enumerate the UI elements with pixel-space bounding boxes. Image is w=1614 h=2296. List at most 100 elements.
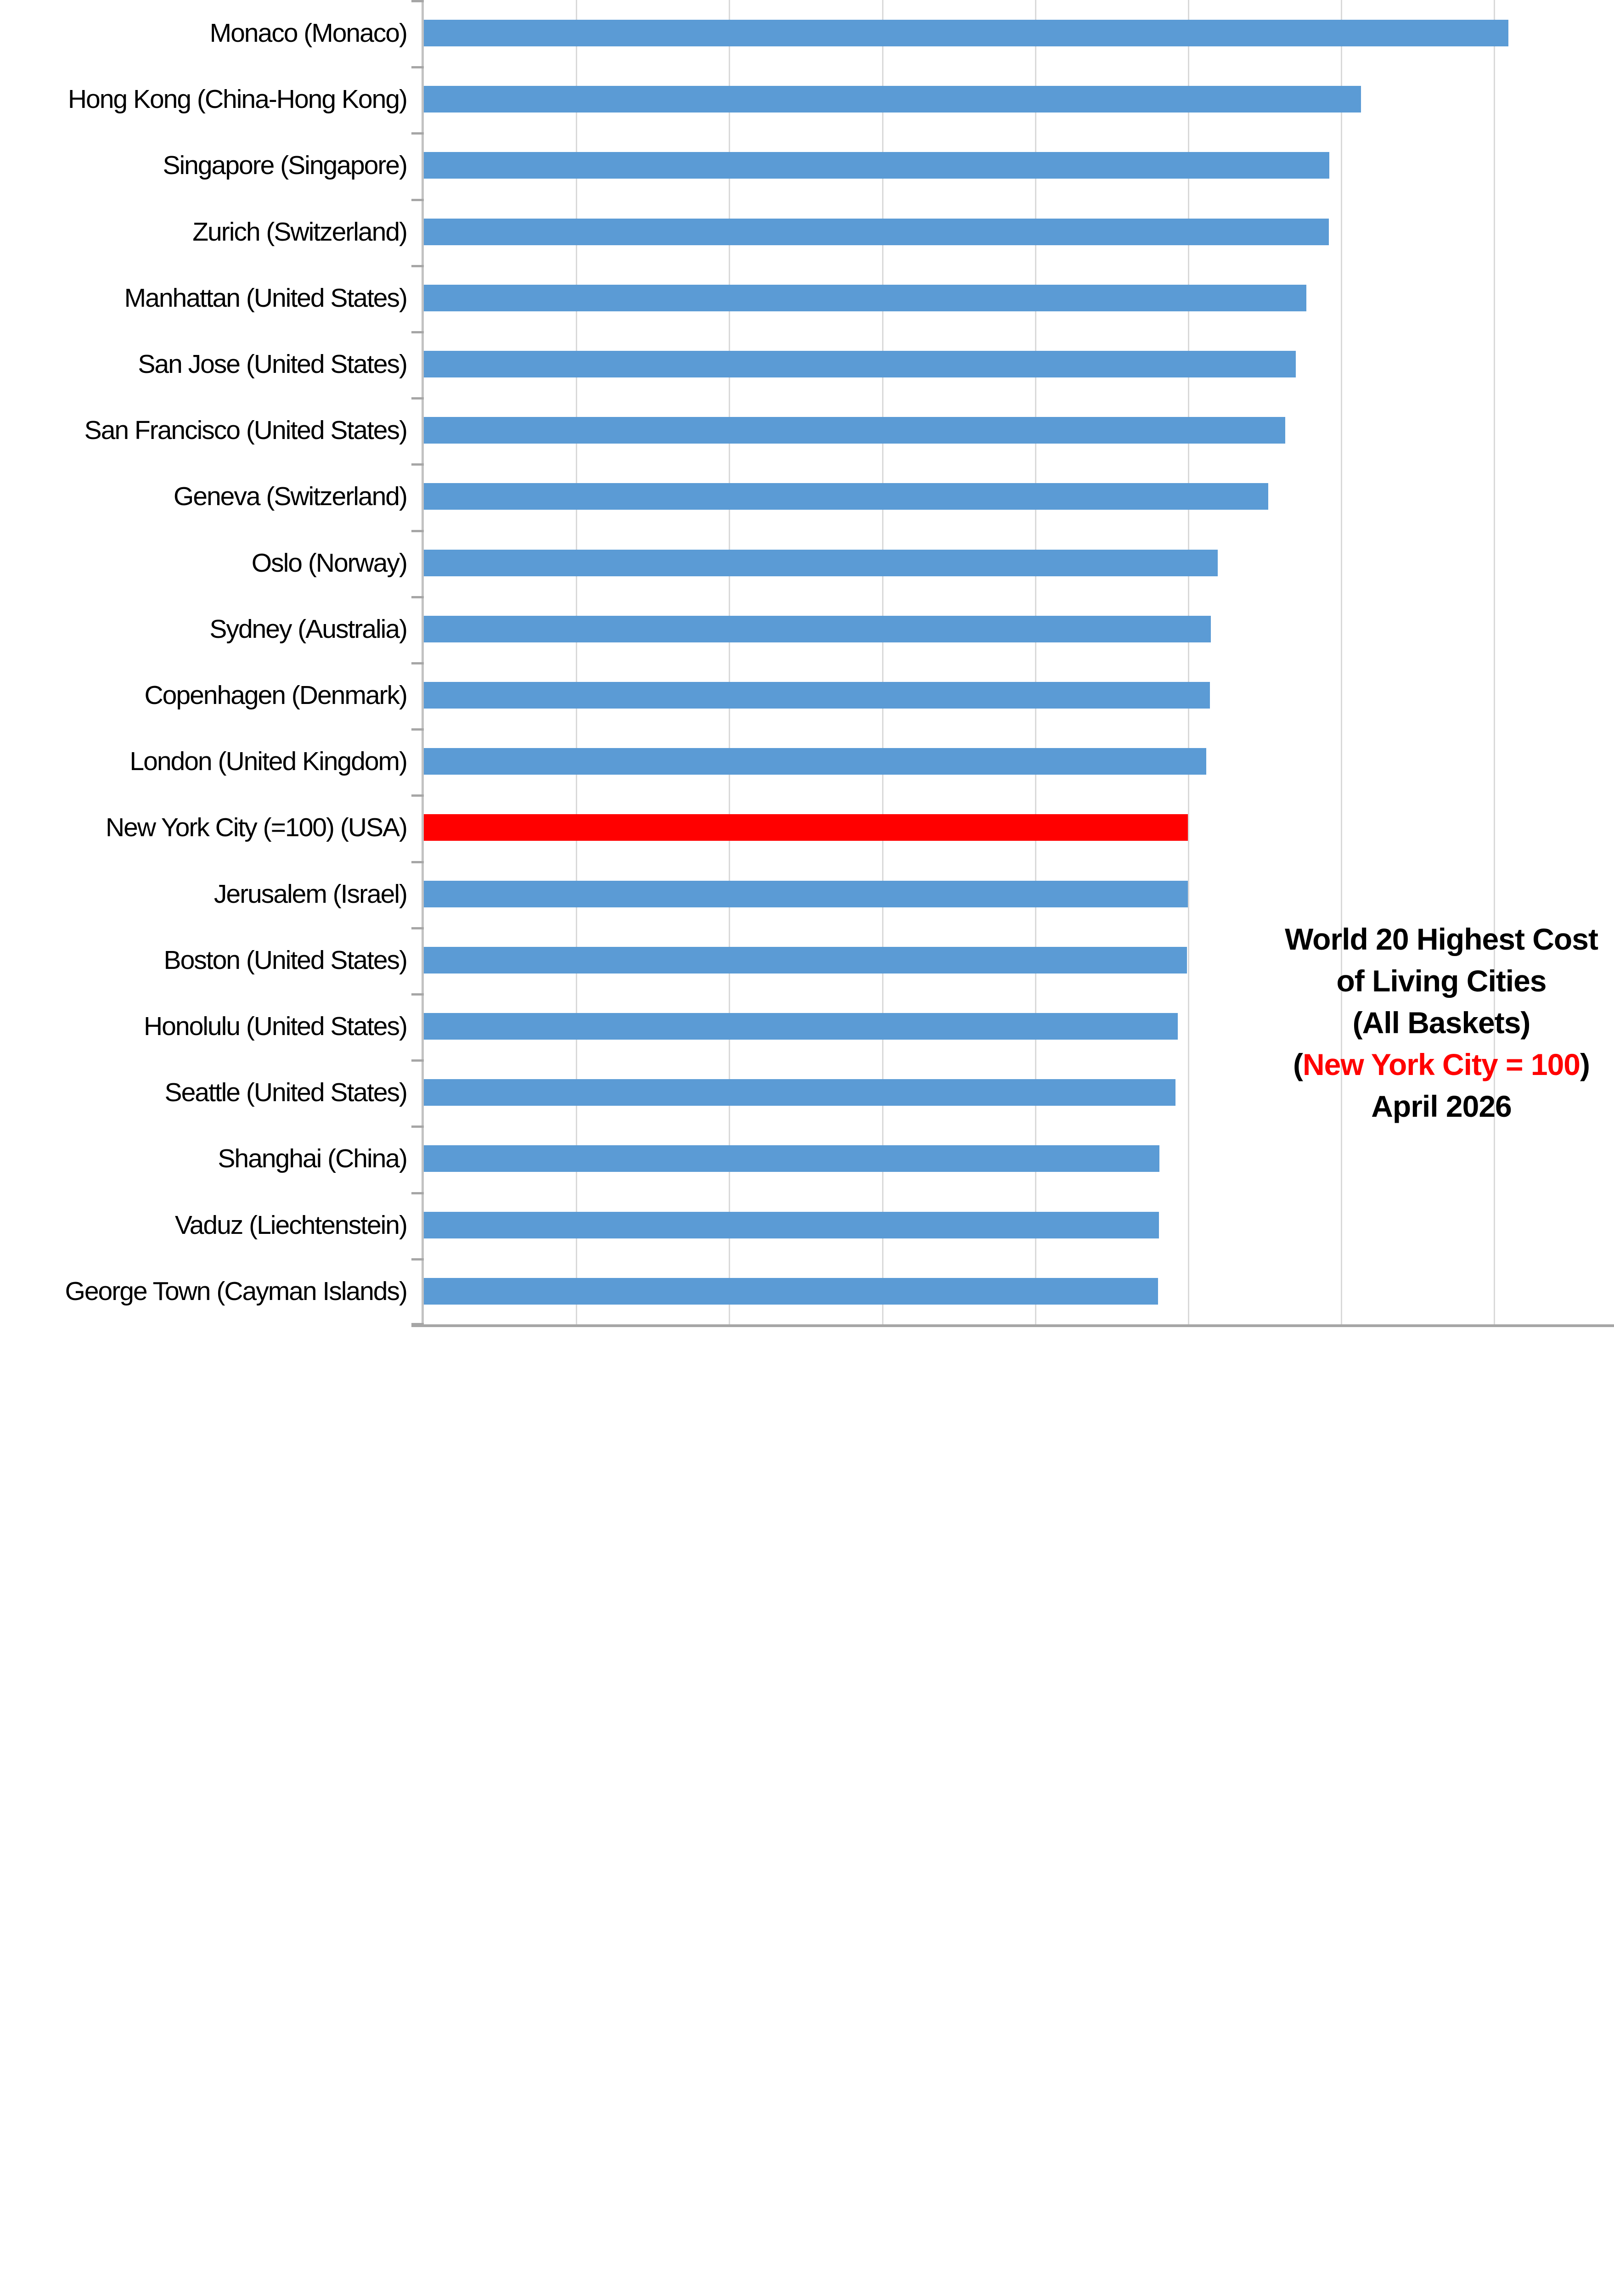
bar xyxy=(423,152,1329,179)
category-label: Honolulu (United States) xyxy=(144,1012,408,1041)
y-axis-tick xyxy=(411,265,424,267)
chart-row: Zurich (Switzerland) xyxy=(0,199,1614,265)
bar xyxy=(423,1013,1178,1040)
gridline-140 xyxy=(1494,0,1496,1324)
chart-title-line-3: (All Baskets) xyxy=(1352,1006,1531,1040)
category-label: Singapore (Singapore) xyxy=(163,151,408,180)
chart-title-line-1: World 20 Highest Cost xyxy=(1285,922,1598,956)
bar xyxy=(423,1145,1159,1172)
chart-row: Manhattan (United States) xyxy=(0,265,1614,331)
chart-row: San Jose (United States) xyxy=(0,331,1614,397)
category-label: San Jose (United States) xyxy=(138,349,408,379)
bar xyxy=(423,219,1329,245)
y-axis-tick xyxy=(411,993,424,996)
category-label: Oslo (Norway) xyxy=(251,548,408,578)
gridline-20 xyxy=(576,0,578,1324)
y-axis-tick xyxy=(411,199,424,201)
gridline-60 xyxy=(882,0,883,1324)
chart-row: Sydney (Australia) xyxy=(0,596,1614,662)
y-axis-tick xyxy=(411,530,424,532)
gridline-120 xyxy=(1341,0,1343,1324)
chart-row: Geneva (Switzerland) xyxy=(0,463,1614,529)
chart-row: London (United Kingdom) xyxy=(0,728,1614,794)
bar-highlight xyxy=(423,814,1188,841)
y-axis-tick xyxy=(411,1125,424,1128)
chart-row: Shanghai (China) xyxy=(0,1125,1614,1192)
y-axis-tick xyxy=(411,132,424,135)
category-label: Sydney (Australia) xyxy=(209,614,408,644)
bar xyxy=(423,285,1306,311)
category-label: George Town (Cayman Islands) xyxy=(65,1277,408,1306)
y-axis-tick xyxy=(411,596,424,598)
bar xyxy=(423,417,1285,444)
paren-close: ) xyxy=(1580,1047,1590,1081)
bar xyxy=(423,682,1210,709)
chart-row: Jerusalem (Israel) xyxy=(0,861,1614,927)
y-axis-tick xyxy=(411,861,424,863)
category-label: Vaduz (Liechtenstein) xyxy=(174,1210,408,1240)
chart-row: Honolulu (United States) xyxy=(0,993,1614,1059)
chart-row: Hong Kong (China-Hong Kong) xyxy=(0,66,1614,132)
y-axis-tick xyxy=(411,927,424,929)
category-label: New York City (=100) (USA) xyxy=(106,813,408,842)
bar xyxy=(423,1212,1159,1238)
category-label: Hong Kong (China-Hong Kong) xyxy=(67,84,408,114)
plot-area: Monaco (Monaco) Hong Kong (China-Hong Kon… xyxy=(0,0,1614,1327)
chart-row: New York City (=100) (USA) xyxy=(0,794,1614,861)
category-label: Zurich (Switzerland) xyxy=(192,217,408,247)
chart-row: Vaduz (Liechtenstein) xyxy=(0,1192,1614,1258)
bar xyxy=(423,1278,1158,1305)
chart-title-line-2: of Living Cities xyxy=(1336,964,1547,998)
y-axis-tick xyxy=(411,1258,424,1261)
category-label: Monaco (Monaco) xyxy=(209,18,408,48)
category-label: San Francisco (United States) xyxy=(84,416,408,445)
category-label: Seattle (United States) xyxy=(164,1078,408,1107)
chart-title-line-4: (New York City = 100) xyxy=(1250,1044,1614,1086)
category-label: Geneva (Switzerland) xyxy=(173,482,408,511)
chart-row: Monaco (Monaco) xyxy=(0,0,1614,66)
chart-row: Boston (United States) xyxy=(0,927,1614,993)
category-label: Boston (United States) xyxy=(163,945,408,975)
y-axis-tick xyxy=(411,1323,424,1325)
chart-row: Seattle (United States) xyxy=(0,1059,1614,1125)
chart-row: Oslo (Norway) xyxy=(0,530,1614,596)
chart-row: Copenhagen (Denmark) xyxy=(0,662,1614,728)
bar xyxy=(423,1079,1175,1106)
y-axis-tick xyxy=(411,397,424,400)
y-axis-tick xyxy=(411,66,424,68)
gridline-40 xyxy=(729,0,731,1324)
cost-of-living-bar-chart: Monaco (Monaco) Hong Kong (China-Hong Kon… xyxy=(0,0,1614,1327)
chart-row: Singapore (Singapore) xyxy=(0,132,1614,198)
y-axis-tick xyxy=(411,1059,424,1062)
gridline-100 xyxy=(1188,0,1190,1324)
chart-row: George Town (Cayman Islands) xyxy=(0,1258,1614,1324)
chart-title-red-text: New York City = 100 xyxy=(1302,1047,1580,1081)
bar xyxy=(423,616,1211,642)
y-axis-tick xyxy=(411,728,424,731)
category-label: Jerusalem (Israel) xyxy=(214,879,408,909)
bar xyxy=(423,881,1188,907)
y-axis-tick xyxy=(411,1192,424,1194)
gridline-80 xyxy=(1035,0,1036,1324)
x-axis-line xyxy=(411,1324,1614,1327)
bar xyxy=(423,748,1206,775)
xpatulator-logo: X patulator Cost of Living xyxy=(1175,1148,1614,1304)
category-label: Copenhagen (Denmark) xyxy=(144,681,408,710)
category-label: London (United Kingdom) xyxy=(129,747,408,776)
y-axis-tick xyxy=(411,331,424,333)
y-axis-tick xyxy=(411,463,424,466)
paren-open: ( xyxy=(1293,1047,1303,1081)
bar xyxy=(423,550,1218,576)
y-axis-tick xyxy=(411,794,424,797)
bar xyxy=(423,20,1508,46)
bar xyxy=(423,483,1268,510)
category-label: Manhattan (United States) xyxy=(124,283,408,313)
y-axis-tick xyxy=(411,0,424,2)
chart-title: World 20 Highest Cost of Living Cities (… xyxy=(1250,918,1614,1127)
chart-title-line-5: April 2026 xyxy=(1371,1089,1512,1123)
category-label: Shanghai (China) xyxy=(218,1144,408,1173)
bar xyxy=(423,351,1296,377)
chart-row: San Francisco (United States) xyxy=(0,397,1614,463)
bar xyxy=(423,947,1187,974)
bar xyxy=(423,86,1361,113)
